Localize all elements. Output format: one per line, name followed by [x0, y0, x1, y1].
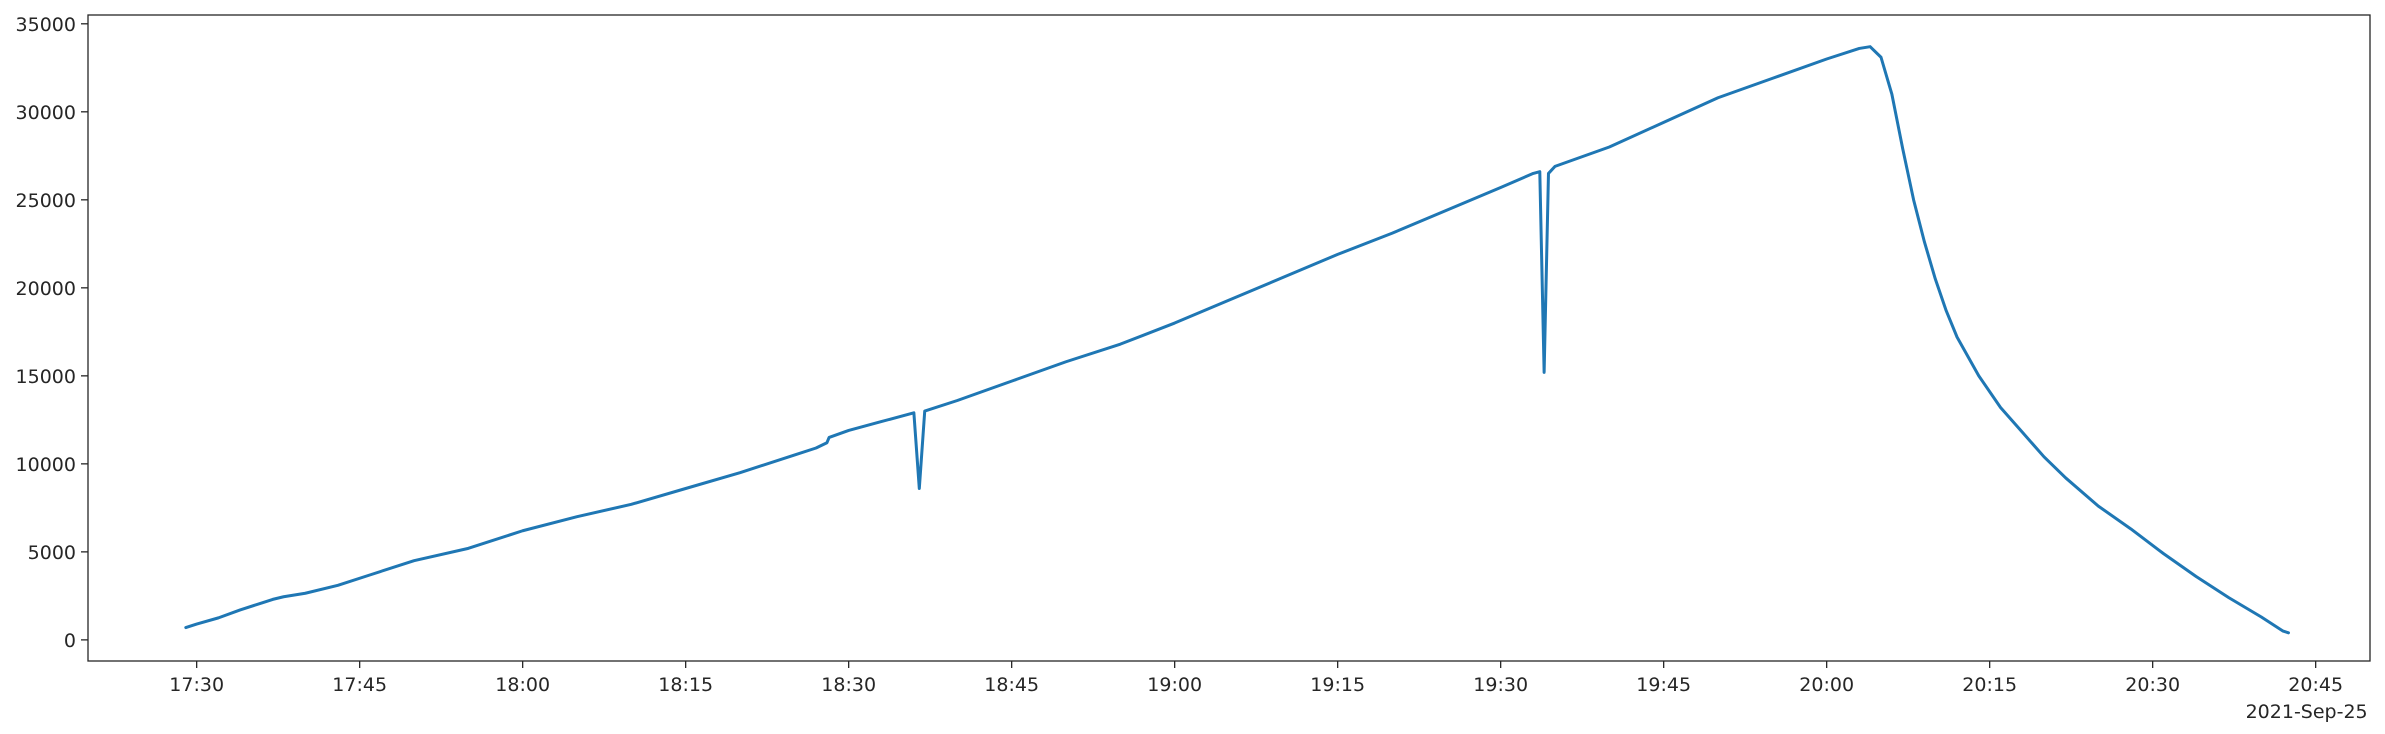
x-tick-label: 19:15 — [1310, 674, 1365, 696]
x-axis-date-label: 2021-Sep-25 — [2246, 701, 2368, 723]
axes-frame — [87, 14, 2371, 662]
x-tick-label: 18:30 — [821, 674, 876, 696]
x-tick-label: 20:15 — [1962, 674, 2017, 696]
y-axis: 0 5000 10000 15000 20000 25000 30000 35000 — [16, 14, 88, 652]
x-axis: 17:30 17:45 18:00 18:15 18:30 18:45 19:00 19:15… — [169, 661, 2343, 696]
x-tick-label: 18:15 — [658, 674, 713, 696]
x-tick-label: 20:30 — [2125, 674, 2180, 696]
x-tick-label: 18:45 — [984, 674, 1039, 696]
y-tick-label: 30000 — [16, 102, 76, 124]
y-tick-label: 15000 — [16, 366, 76, 388]
x-tick-label: 19:00 — [1147, 674, 1202, 696]
y-tick-label: 35000 — [16, 14, 76, 36]
y-tick-label: 10000 — [16, 454, 76, 476]
x-tick-label: 17:30 — [169, 674, 224, 696]
x-tick-label: 18:00 — [495, 674, 550, 696]
plot-area — [87, 14, 2371, 662]
x-tick-label: 20:45 — [2288, 674, 2343, 696]
series-line — [184, 45, 2290, 635]
y-tick-label: 5000 — [28, 542, 76, 564]
y-tick-label: 25000 — [16, 190, 76, 212]
y-tick-label: 0 — [64, 630, 76, 652]
y-tick-label: 20000 — [16, 278, 76, 300]
x-tick-label: 19:45 — [1636, 674, 1691, 696]
x-tick-label: 20:00 — [1799, 674, 1854, 696]
x-tick-label: 17:45 — [332, 674, 387, 696]
x-tick-label: 19:30 — [1473, 674, 1528, 696]
